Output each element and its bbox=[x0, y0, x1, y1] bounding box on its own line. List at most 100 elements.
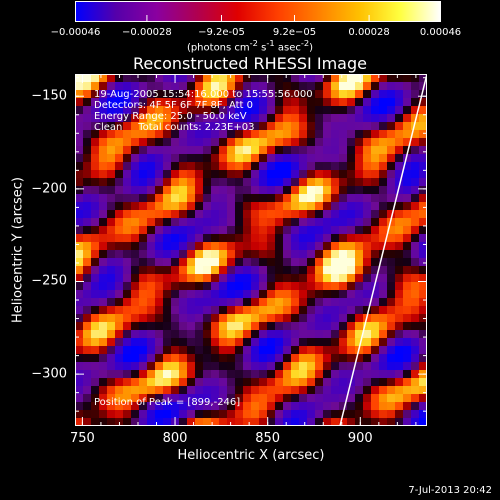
heatmap-cell bbox=[99, 346, 108, 355]
heatmap-cell bbox=[107, 330, 116, 339]
heatmap-cell bbox=[347, 346, 356, 355]
heatmap-cell bbox=[243, 170, 252, 179]
heatmap-cell bbox=[379, 98, 388, 107]
heatmap-cell bbox=[211, 178, 220, 187]
heatmap-cell bbox=[259, 98, 268, 107]
heatmap-cell bbox=[123, 354, 132, 363]
heatmap-cell bbox=[99, 394, 108, 403]
heatmap-cell bbox=[155, 122, 164, 131]
heatmap-cell bbox=[195, 154, 204, 163]
heatmap-cell bbox=[403, 194, 412, 203]
heatmap-cell bbox=[163, 362, 172, 371]
heatmap-cell bbox=[123, 82, 132, 91]
heatmap-cell bbox=[115, 186, 124, 195]
heatmap-cell bbox=[267, 314, 276, 323]
heatmap-cell bbox=[419, 130, 427, 139]
heatmap-cell bbox=[363, 354, 372, 363]
heatmap-cell bbox=[91, 122, 100, 131]
heatmap-cell bbox=[147, 82, 156, 91]
heatmap-cell bbox=[99, 74, 108, 83]
heatmap-cell bbox=[387, 194, 396, 203]
heatmap-cell bbox=[195, 210, 204, 219]
heatmap-cell bbox=[187, 242, 196, 251]
heatmap-cell bbox=[235, 362, 244, 371]
heatmap-cell bbox=[83, 202, 92, 211]
heatmap-cell bbox=[411, 402, 420, 411]
heatmap-cell bbox=[371, 90, 380, 99]
heatmap-cell bbox=[339, 162, 348, 171]
heatmap-cell bbox=[219, 274, 228, 283]
heatmap-cell bbox=[163, 410, 172, 419]
heatmap-cell bbox=[419, 98, 427, 107]
heatmap-cell bbox=[251, 338, 260, 347]
heatmap-cell bbox=[219, 114, 228, 123]
heatmap-cell bbox=[219, 170, 228, 179]
heatmap-cell bbox=[147, 90, 156, 99]
heatmap-cell bbox=[275, 418, 284, 426]
heatmap-cell bbox=[203, 90, 212, 99]
heatmap-cell bbox=[371, 354, 380, 363]
heatmap-cell bbox=[235, 290, 244, 299]
heatmap-cell bbox=[299, 202, 308, 211]
heatmap-cell bbox=[123, 410, 132, 419]
heatmap-cell bbox=[99, 154, 108, 163]
heatmap-cell bbox=[299, 370, 308, 379]
heatmap-cell bbox=[371, 274, 380, 283]
heatmap-cell bbox=[419, 322, 427, 331]
heatmap-cell bbox=[267, 130, 276, 139]
heatmap-cell bbox=[187, 418, 196, 426]
heatmap-cell bbox=[107, 130, 116, 139]
heatmap-cell bbox=[267, 322, 276, 331]
heatmap-cell bbox=[323, 106, 332, 115]
heatmap-cell bbox=[395, 218, 404, 227]
heatmap-cell bbox=[75, 170, 84, 179]
heatmap-cell bbox=[323, 314, 332, 323]
heatmap-cell bbox=[275, 346, 284, 355]
heatmap-cell bbox=[411, 282, 420, 291]
heatmap-cell bbox=[355, 130, 364, 139]
heatmap-cell bbox=[99, 226, 108, 235]
heatmap-cell bbox=[203, 378, 212, 387]
heatmap-cell bbox=[91, 354, 100, 363]
heatmap-cell bbox=[355, 146, 364, 155]
heatmap-cell bbox=[195, 170, 204, 179]
heatmap-cell bbox=[259, 90, 268, 99]
heatmap-cell bbox=[323, 346, 332, 355]
energy-range: Energy Range: 25.0 - 50.0 keV bbox=[94, 111, 247, 122]
heatmap-cell bbox=[115, 298, 124, 307]
heatmap-cell bbox=[171, 170, 180, 179]
heatmap-cell bbox=[259, 370, 268, 379]
heatmap-cell bbox=[123, 258, 132, 267]
heatmap-cell bbox=[187, 162, 196, 171]
heatmap-cell bbox=[371, 394, 380, 403]
heatmap-cell bbox=[371, 162, 380, 171]
heatmap-cell bbox=[251, 74, 260, 83]
heatmap-cell bbox=[387, 154, 396, 163]
heatmap-cell bbox=[227, 298, 236, 307]
heatmap-cell bbox=[419, 402, 427, 411]
heatmap-cell bbox=[139, 234, 148, 243]
heatmap-cell bbox=[331, 146, 340, 155]
heatmap-cell bbox=[387, 122, 396, 131]
heatmap-cell bbox=[331, 354, 340, 363]
heatmap-cell bbox=[219, 258, 228, 267]
heatmap-cell bbox=[291, 186, 300, 195]
heatmap-cell bbox=[275, 322, 284, 331]
heatmap-cell bbox=[339, 402, 348, 411]
heatmap-cell bbox=[243, 234, 252, 243]
heatmap-cell bbox=[299, 250, 308, 259]
heatmap-cell bbox=[347, 162, 356, 171]
heatmap-cell bbox=[251, 106, 260, 115]
heatmap-cell bbox=[75, 266, 84, 275]
heatmap-cell bbox=[371, 266, 380, 275]
heatmap-cell bbox=[275, 210, 284, 219]
heatmap-cell bbox=[131, 258, 140, 267]
heatmap-cell bbox=[187, 154, 196, 163]
heatmap-cell bbox=[307, 370, 316, 379]
heatmap-cell bbox=[275, 274, 284, 283]
heatmap-cell bbox=[387, 178, 396, 187]
heatmap-cell bbox=[155, 234, 164, 243]
heatmap-cell bbox=[299, 362, 308, 371]
heatmap-cell bbox=[243, 258, 252, 267]
heatmap-cell bbox=[259, 226, 268, 235]
